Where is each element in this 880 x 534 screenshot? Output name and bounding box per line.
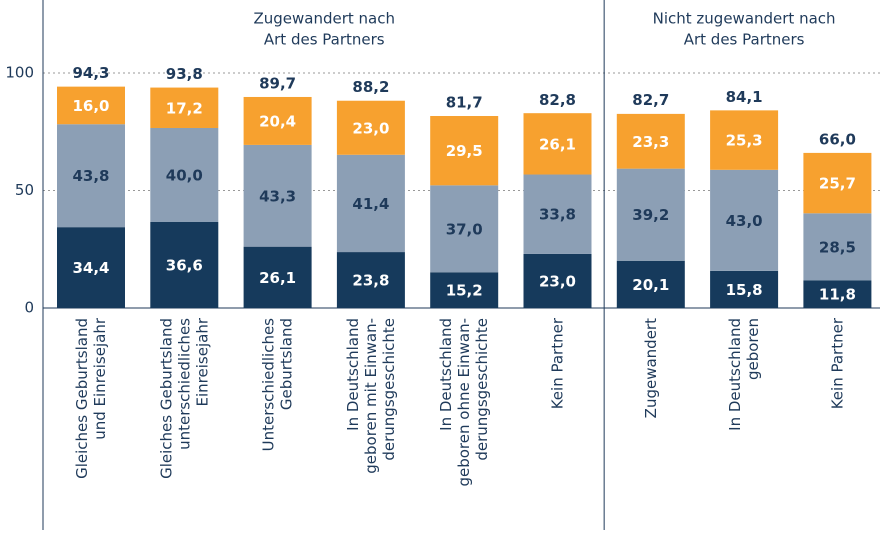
bar-segment bbox=[57, 124, 125, 228]
y-tick-label: 0 bbox=[24, 299, 34, 317]
bar-segment bbox=[243, 144, 312, 247]
group-title: Nicht zugewandert nach bbox=[653, 10, 836, 28]
total-label: 94,3 bbox=[72, 64, 109, 82]
group-title: Art des Partners bbox=[264, 31, 385, 49]
bar-segment bbox=[430, 185, 499, 273]
value-label: 25,7 bbox=[819, 175, 856, 193]
bar-segment bbox=[523, 253, 592, 308]
value-label: 17,2 bbox=[166, 99, 203, 117]
x-tick-label: Kein Partner bbox=[828, 317, 846, 409]
x-tick-label: Gleiches GeburtslandunterschiedlichesEin… bbox=[157, 317, 211, 479]
y-tick-label: 50 bbox=[15, 181, 34, 199]
total-label: 89,7 bbox=[259, 75, 296, 93]
x-tick-line: und Einreisejahr bbox=[91, 317, 109, 440]
bar-segment bbox=[57, 86, 125, 125]
value-label: 16,0 bbox=[72, 97, 109, 115]
bar-segment bbox=[616, 260, 685, 308]
value-label: 26,1 bbox=[259, 269, 296, 287]
value-label: 43,3 bbox=[259, 187, 296, 205]
total-label: 88,2 bbox=[352, 78, 389, 96]
value-label: 11,8 bbox=[819, 286, 856, 304]
value-label: 40,0 bbox=[166, 166, 203, 184]
x-tick-line: Kein Partner bbox=[828, 317, 846, 409]
y-tick-label: 100 bbox=[5, 64, 34, 82]
value-label: 23,3 bbox=[632, 133, 669, 151]
value-label: 23,8 bbox=[352, 272, 389, 290]
x-tick-line: In Deutschland bbox=[343, 318, 361, 431]
value-label: 41,4 bbox=[352, 195, 389, 213]
bar-segment bbox=[150, 87, 219, 128]
x-tick-line: Gleiches Geburtsland bbox=[73, 318, 91, 479]
value-label: 15,8 bbox=[726, 281, 763, 299]
bar-segment bbox=[616, 168, 685, 261]
x-tick-line: geboren mit Einwan- bbox=[361, 318, 379, 474]
value-label: 15,2 bbox=[446, 282, 483, 300]
group-title: Zugewandert nach bbox=[253, 10, 395, 28]
x-tick-line: Unterschiedliches bbox=[259, 318, 277, 452]
value-label: 33,8 bbox=[539, 206, 576, 224]
total-label: 93,8 bbox=[166, 65, 203, 83]
value-label: 20,4 bbox=[259, 112, 296, 130]
bar-segment bbox=[710, 270, 779, 308]
x-tick-label: In Deutschlandgeboren bbox=[726, 318, 762, 431]
total-label: 81,7 bbox=[446, 94, 483, 112]
x-tick-label: In Deutschlandgeboren mit Einwan-derungs… bbox=[343, 318, 397, 474]
bar-segment bbox=[803, 280, 872, 308]
x-tick-line: geboren ohne Einwan- bbox=[455, 318, 473, 487]
x-tick-line: Geburtsland bbox=[277, 318, 295, 410]
value-label: 23,0 bbox=[539, 272, 576, 290]
x-tick-line: unterschiedliches bbox=[175, 318, 193, 450]
bar-segment bbox=[57, 227, 125, 308]
value-label: 34,4 bbox=[72, 259, 109, 277]
value-label: 25,3 bbox=[726, 132, 763, 150]
x-tick-line: derungsgeschichte bbox=[379, 318, 397, 461]
value-label: 20,1 bbox=[632, 276, 669, 294]
bar-segment bbox=[243, 96, 312, 145]
x-tick-label: Kein Partner bbox=[548, 317, 566, 409]
x-tick-line: Kein Partner bbox=[548, 317, 566, 409]
x-tick-line: Zugewandert bbox=[641, 318, 659, 418]
x-tick-line: In Deutschland bbox=[726, 318, 744, 431]
x-tick-line: derungsgeschichte bbox=[473, 318, 491, 461]
bar-segment bbox=[710, 110, 779, 170]
value-label: 37,0 bbox=[446, 220, 483, 238]
total-label: 66,0 bbox=[819, 130, 856, 148]
bar-segment bbox=[523, 113, 592, 175]
value-label: 43,0 bbox=[726, 212, 763, 230]
bar-segment bbox=[336, 252, 405, 308]
group-title: Art des Partners bbox=[684, 31, 805, 49]
value-label: 43,8 bbox=[72, 167, 109, 185]
x-tick-label: Zugewandert bbox=[641, 318, 659, 418]
x-tick-line: geboren bbox=[744, 318, 762, 380]
bar-segment bbox=[336, 154, 405, 253]
x-tick-label: In Deutschlandgeboren ohne Einwan-derung… bbox=[437, 318, 491, 487]
value-label: 36,6 bbox=[166, 256, 203, 274]
value-label: 26,1 bbox=[539, 135, 576, 153]
bar-segment bbox=[430, 272, 499, 308]
bar-segment bbox=[803, 152, 872, 214]
total-label: 82,7 bbox=[632, 91, 669, 109]
bar-segment bbox=[523, 174, 592, 254]
bar-segment bbox=[336, 100, 405, 155]
value-label: 23,0 bbox=[352, 119, 389, 137]
bar-segment bbox=[150, 221, 219, 308]
bar-segment bbox=[710, 169, 779, 271]
x-tick-label: Gleiches Geburtslandund Einreisejahr bbox=[73, 317, 109, 479]
total-label: 82,8 bbox=[539, 91, 576, 109]
bar-segment bbox=[150, 127, 219, 222]
value-label: 28,5 bbox=[819, 238, 856, 256]
bar-segment bbox=[243, 246, 312, 308]
value-label: 29,5 bbox=[446, 142, 483, 160]
bar-segment bbox=[616, 113, 685, 169]
bar-segment bbox=[430, 116, 499, 186]
value-label: 39,2 bbox=[632, 206, 669, 224]
x-tick-line: Gleiches Geburtsland bbox=[157, 318, 175, 479]
total-label: 84,1 bbox=[726, 88, 763, 106]
x-tick-line: In Deutschland bbox=[437, 318, 455, 431]
x-tick-label: UnterschiedlichesGeburtsland bbox=[259, 318, 295, 452]
bar-segment bbox=[803, 213, 872, 281]
x-tick-line: Einreisejahr bbox=[193, 317, 211, 406]
